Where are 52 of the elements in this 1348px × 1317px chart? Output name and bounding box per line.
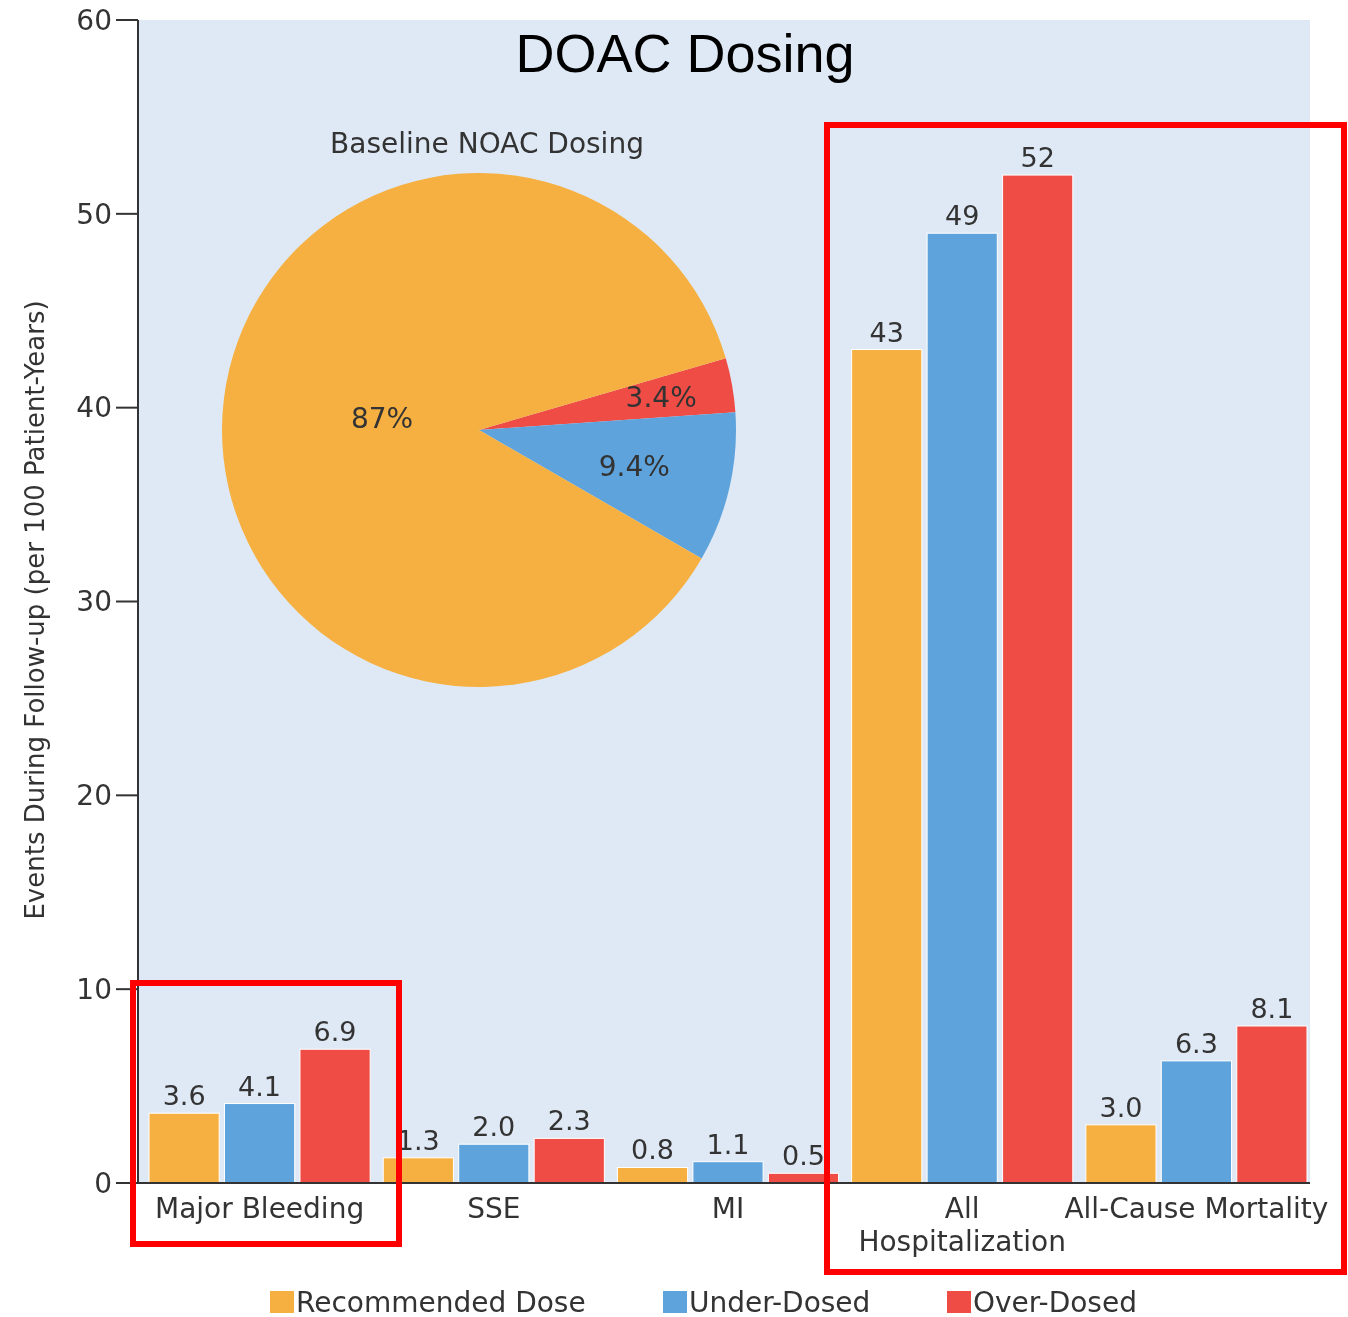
data-label: 3.4% [625,381,697,415]
bar [616,1166,689,1184]
data-label: 9.4% [598,449,670,483]
pie-slice [479,412,736,559]
x-tick-label: All-Cause Mortality [1064,1192,1329,1225]
data-label: 87% [350,402,414,436]
data-label: 43 [869,316,904,348]
pie-slice [222,173,726,687]
x-tick-label: MI [711,1192,745,1225]
chart-title: Baseline NOAC Dosing [330,127,644,160]
bar [851,349,923,1184]
bar [148,1112,220,1184]
x-tick-label: Major Bleeding [155,1192,365,1225]
y-tick-label: 60 [76,3,112,37]
data-label: 4.1 [238,1070,282,1102]
bar [692,1161,764,1184]
data-label: 8.1 [1250,992,1294,1024]
data-label: 3.0 [1099,1091,1143,1123]
data-label: 3.6 [162,1080,206,1112]
y-tick-label: 30 [76,585,112,619]
data-label: 1.1 [706,1128,750,1160]
data-label: 52 [1020,142,1055,174]
bar [1236,1025,1308,1184]
chart-title: DOAC Dosing [515,23,855,83]
y-tick-label: 10 [76,972,112,1006]
data-label: 6.3 [1174,1027,1218,1059]
bar [223,1103,296,1184]
x-tick-label: All Hospitalization [858,1192,1066,1258]
data-label: 1.3 [396,1124,440,1156]
y-tick-label: 20 [76,779,112,813]
bar [458,1143,530,1184]
legend-label: Recommended Dose [296,1286,586,1317]
bar [299,1048,371,1184]
data-label: 2.0 [472,1111,516,1143]
data-label: 2.3 [547,1105,591,1137]
y-tick-label: 40 [76,391,112,425]
data-label: 0.5 [782,1140,825,1172]
legend-label: Under-Dosed [689,1286,871,1317]
y-tick-label: 0 [94,1166,112,1200]
bar [533,1137,605,1184]
bar [1002,174,1074,1184]
data-label: 0.8 [631,1134,674,1166]
data-label: 6.9 [313,1016,357,1048]
bar [1085,1124,1157,1184]
bar [926,232,998,1184]
y-tick-label: 50 [76,197,112,231]
y-axis-title: Events During Follow-up (per 100 Patient-Years) [20,300,50,920]
legend-label: Over-Dosed [973,1286,1137,1317]
x-tick-label: SSE [467,1192,521,1225]
data-label: 49 [945,200,980,232]
bar [1160,1060,1232,1184]
pie-slice [479,358,736,430]
